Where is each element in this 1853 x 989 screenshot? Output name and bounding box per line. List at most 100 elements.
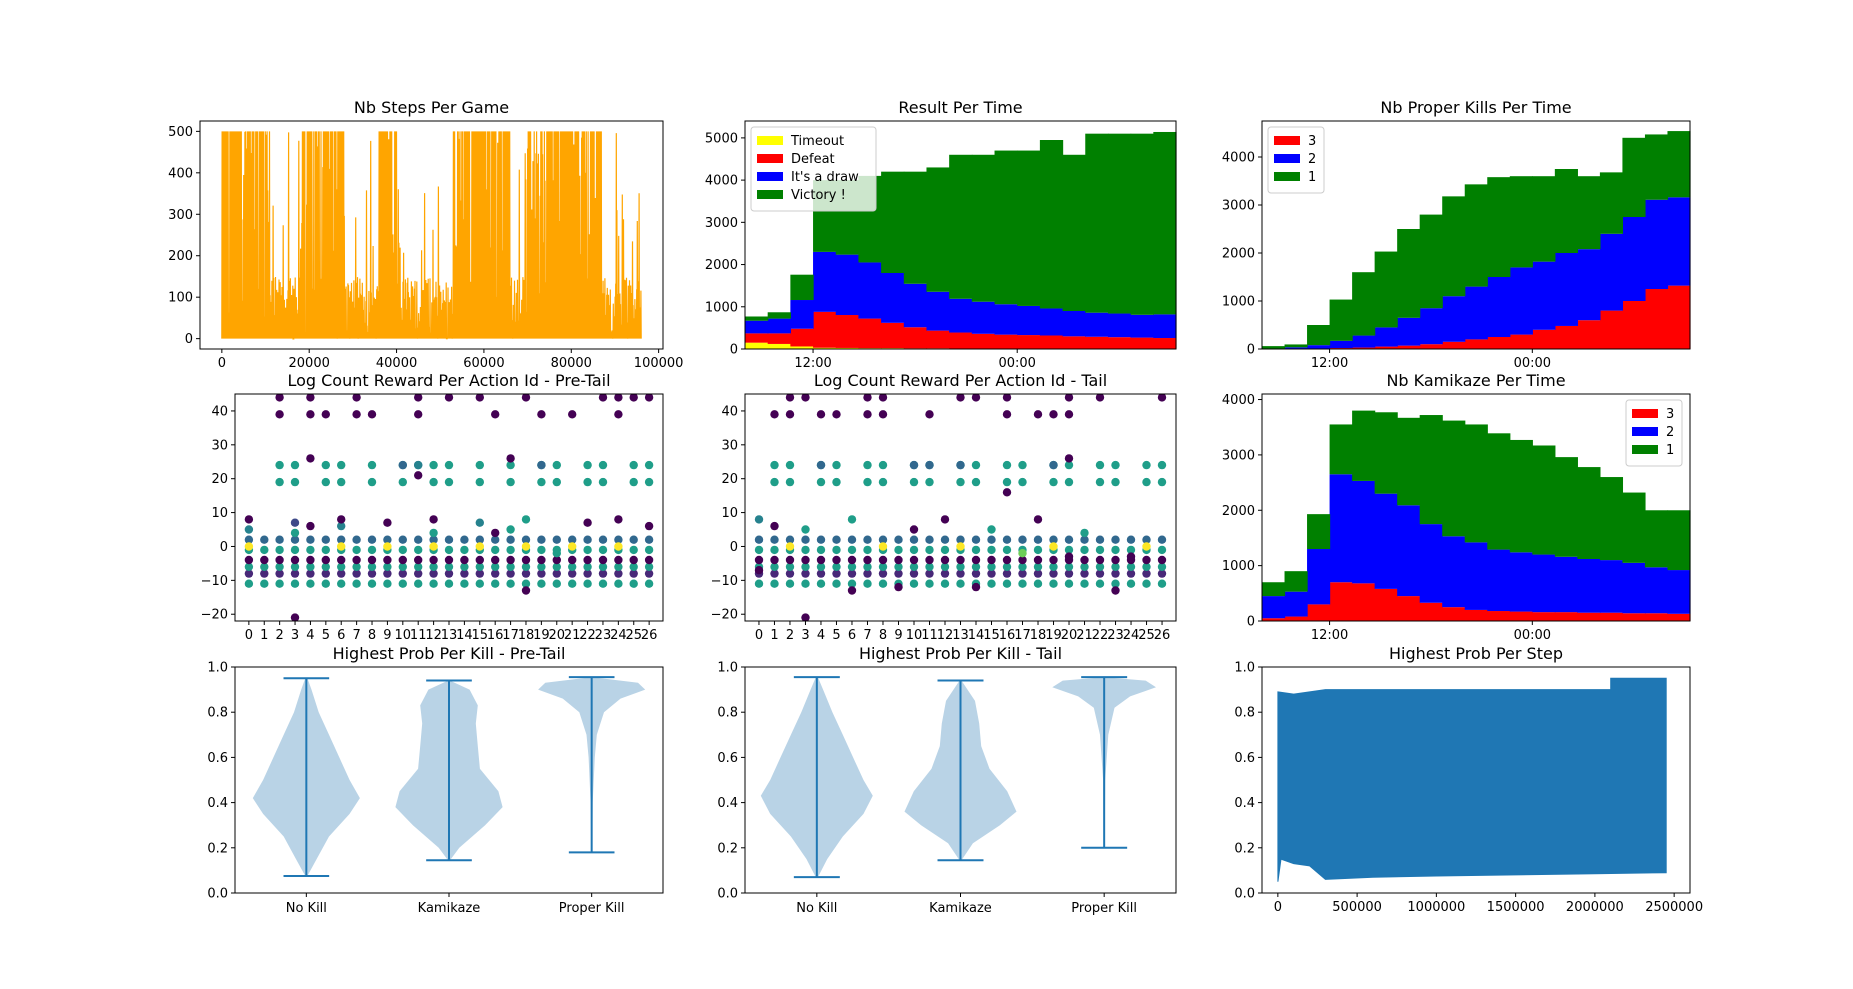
bar-segment	[1487, 277, 1511, 337]
bar-segment	[767, 318, 791, 334]
bar-segment	[767, 312, 791, 319]
x-tick-label: 20000	[289, 356, 330, 371]
scatter-point	[306, 535, 315, 544]
scatter-point	[878, 460, 888, 470]
bar-segment	[1667, 197, 1691, 286]
scatter-point	[383, 518, 392, 527]
scatter-point	[598, 477, 608, 487]
y-tick-label: −10	[711, 574, 738, 589]
legend: Timeout Defeat It's a draw Victory !	[750, 126, 877, 212]
legend-label: 1	[1666, 443, 1674, 458]
bar-segment	[835, 254, 860, 316]
x-tick-label: 25	[625, 628, 642, 643]
scatter-point	[614, 394, 623, 402]
y-tick-label: 30	[721, 438, 738, 453]
scatter-point	[629, 535, 638, 544]
y-tick-label: 0.0	[1234, 887, 1255, 902]
scatter-point	[414, 545, 423, 555]
bar-segment	[1352, 583, 1376, 621]
legend-label: Timeout	[790, 134, 844, 149]
scatter-point	[429, 515, 438, 524]
x-tick-label: 60000	[463, 356, 504, 371]
scatter-point	[1142, 569, 1151, 578]
x-tick-label: 00:00	[1514, 628, 1551, 643]
scatter-point	[506, 535, 515, 544]
scatter-point	[598, 460, 608, 470]
scatter-point	[537, 410, 546, 419]
scatter-point	[367, 569, 377, 578]
scatter-point	[290, 460, 300, 470]
scatter-point	[644, 521, 654, 531]
scatter-point	[521, 542, 531, 551]
scatter-point	[971, 582, 981, 592]
scatter-point	[568, 542, 577, 551]
x-tick-label: 22	[1092, 628, 1109, 643]
scatter-point	[521, 515, 531, 524]
scatter-point	[1080, 545, 1089, 555]
scatter-point	[383, 562, 392, 571]
scatter-point	[244, 515, 254, 524]
scatter-point	[491, 562, 500, 571]
scatter-point	[940, 562, 950, 571]
bar-segment	[1554, 253, 1578, 326]
scatter-point	[894, 545, 903, 555]
bar-segment	[903, 171, 928, 284]
x-tick-label: 0	[245, 628, 253, 643]
scatter-point	[956, 555, 965, 565]
scatter-point	[878, 555, 888, 565]
scatter-point	[475, 579, 484, 588]
scatter-point	[244, 555, 254, 565]
scatter-point	[568, 535, 577, 544]
scatter-point	[940, 579, 950, 588]
scatter-point	[1126, 579, 1136, 588]
scatter-point	[414, 460, 423, 470]
scatter-point	[414, 535, 423, 544]
bar-segment	[1667, 510, 1691, 571]
scatter-point	[1049, 477, 1058, 487]
scatter-point	[1033, 562, 1043, 571]
scatter-point	[754, 566, 764, 575]
x-tick-label: 21	[1076, 628, 1093, 643]
bar-segment	[1599, 477, 1624, 561]
y-tick-label: 500	[168, 125, 193, 140]
bar-segment	[1397, 229, 1421, 318]
bar-segment	[1464, 542, 1488, 610]
scatter-point	[1080, 562, 1089, 571]
scatter-point	[521, 555, 531, 565]
scatter-point	[1033, 545, 1043, 555]
y-tick-label: 40	[211, 404, 228, 419]
y-tick-label: 20	[211, 472, 228, 487]
panel-title: Result Per Time	[898, 98, 1022, 117]
bar-segment	[1442, 536, 1466, 608]
bar-segment	[1329, 340, 1353, 349]
bar-segment	[994, 150, 1018, 305]
scatter-point	[537, 460, 546, 470]
y-tick-label: 0.6	[207, 751, 228, 766]
bar-segment	[1419, 524, 1443, 603]
x-tick-label: 1500000	[1487, 900, 1545, 915]
scatter-point	[971, 545, 981, 555]
x-tick-label: 2000000	[1566, 900, 1624, 915]
panel-title: Highest Prob Per Step	[1389, 644, 1563, 663]
scatter-point	[1111, 535, 1120, 544]
bar-segment	[1487, 337, 1511, 349]
scatter-point	[894, 535, 903, 544]
y-tick-label: 10	[211, 506, 228, 521]
x-tick-label: 11	[410, 628, 427, 643]
y-tick-label: 0.2	[717, 841, 738, 856]
y-tick-label: 400	[168, 166, 193, 181]
legend-swatch	[1632, 427, 1658, 436]
scatter-point	[644, 535, 654, 544]
scatter-point	[537, 562, 546, 571]
scatter-point	[337, 555, 346, 565]
scatter-point	[1002, 555, 1012, 565]
bar-segment	[1397, 417, 1421, 506]
scatter-point	[352, 555, 361, 565]
scatter-point	[956, 477, 965, 487]
y-tick-label: −10	[201, 574, 228, 589]
bar-segment	[1509, 267, 1533, 335]
scatter-point	[537, 477, 546, 487]
scatter-point	[275, 535, 284, 544]
x-tick-label: 80000	[551, 356, 592, 371]
